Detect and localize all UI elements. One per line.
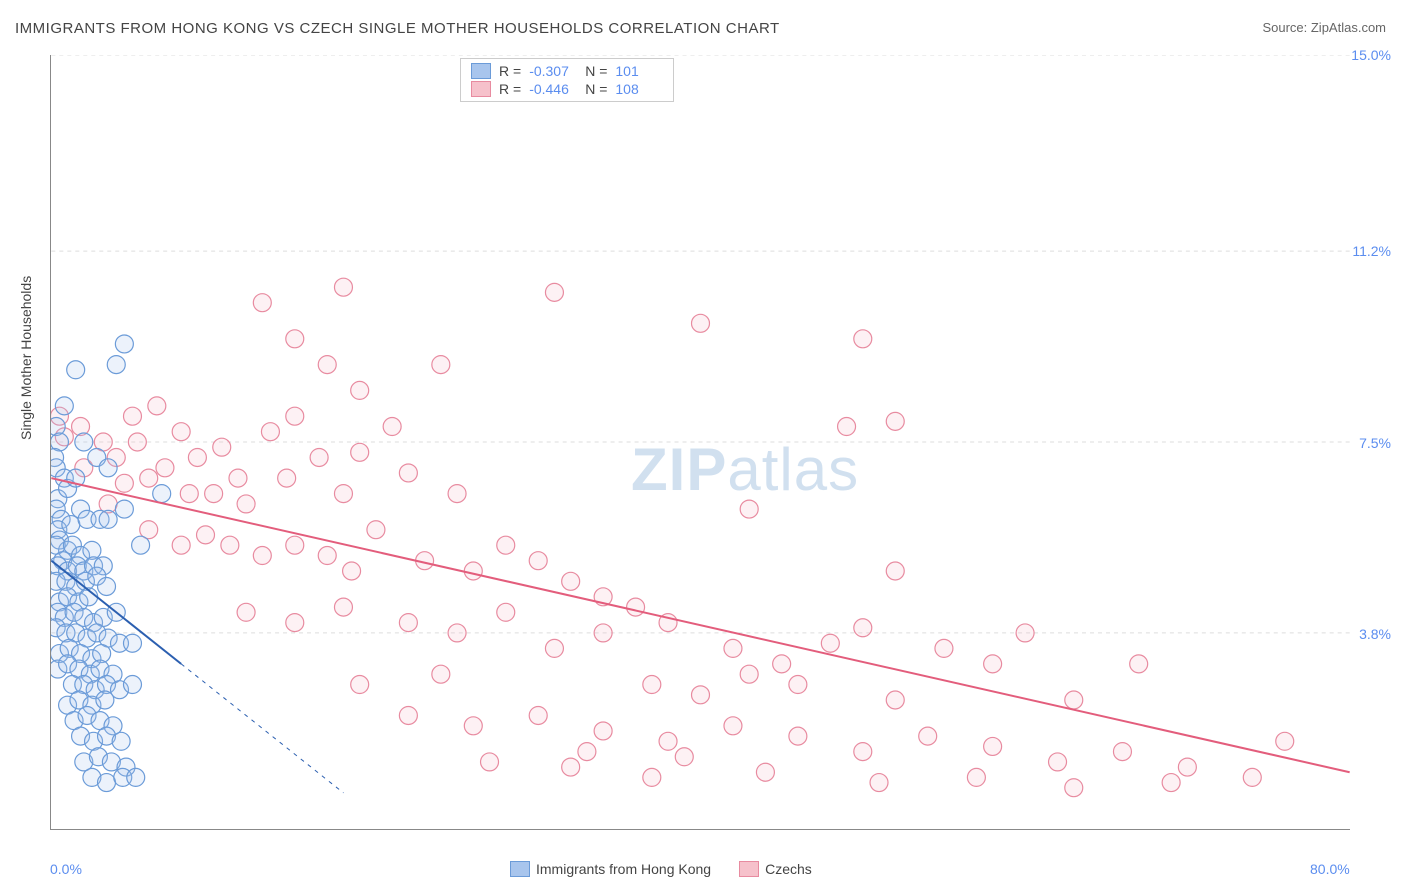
- legend-swatch-icon: [739, 861, 759, 877]
- y-tick-label: 7.5%: [1359, 435, 1391, 451]
- scatter-plot-svg: [51, 55, 1350, 829]
- legend-item: Czechs: [739, 861, 812, 877]
- correlation-stats-box: R = -0.307 N = 101 R = -0.446 N = 108: [460, 58, 674, 102]
- chart-container: IMMIGRANTS FROM HONG KONG VS CZECH SINGL…: [0, 0, 1406, 892]
- stat-label-n: N =: [585, 63, 607, 79]
- x-tick-label: 0.0%: [50, 861, 82, 877]
- legend-label: Immigrants from Hong Kong: [536, 861, 711, 877]
- series-swatch-icon: [471, 63, 491, 79]
- plot-area: ZIPatlas: [50, 55, 1350, 830]
- y-tick-label: 11.2%: [1352, 243, 1391, 259]
- y-tick-label: 15.0%: [1351, 47, 1391, 63]
- chart-title: IMMIGRANTS FROM HONG KONG VS CZECH SINGL…: [15, 20, 780, 37]
- stat-value-r: -0.307: [529, 63, 577, 79]
- legend-item: Immigrants from Hong Kong: [510, 861, 711, 877]
- stat-value-n: 108: [615, 81, 663, 97]
- stat-value-n: 101: [615, 63, 663, 79]
- y-axis-label: Single Mother Households: [18, 276, 34, 440]
- stat-label-r: R =: [499, 63, 521, 79]
- x-tick-label: 80.0%: [1310, 861, 1350, 877]
- source-attribution: Source: ZipAtlas.com: [1262, 20, 1386, 35]
- stats-row: R = -0.307 N = 101: [471, 62, 663, 80]
- legend-label: Czechs: [765, 861, 812, 877]
- y-tick-label: 3.8%: [1359, 626, 1391, 642]
- legend: Immigrants from Hong Kong Czechs: [510, 861, 812, 877]
- stats-row: R = -0.446 N = 108: [471, 80, 663, 98]
- stat-value-r: -0.446: [529, 81, 577, 97]
- stat-label-n: N =: [585, 81, 607, 97]
- legend-swatch-icon: [510, 861, 530, 877]
- series-swatch-icon: [471, 81, 491, 97]
- stat-label-r: R =: [499, 81, 521, 97]
